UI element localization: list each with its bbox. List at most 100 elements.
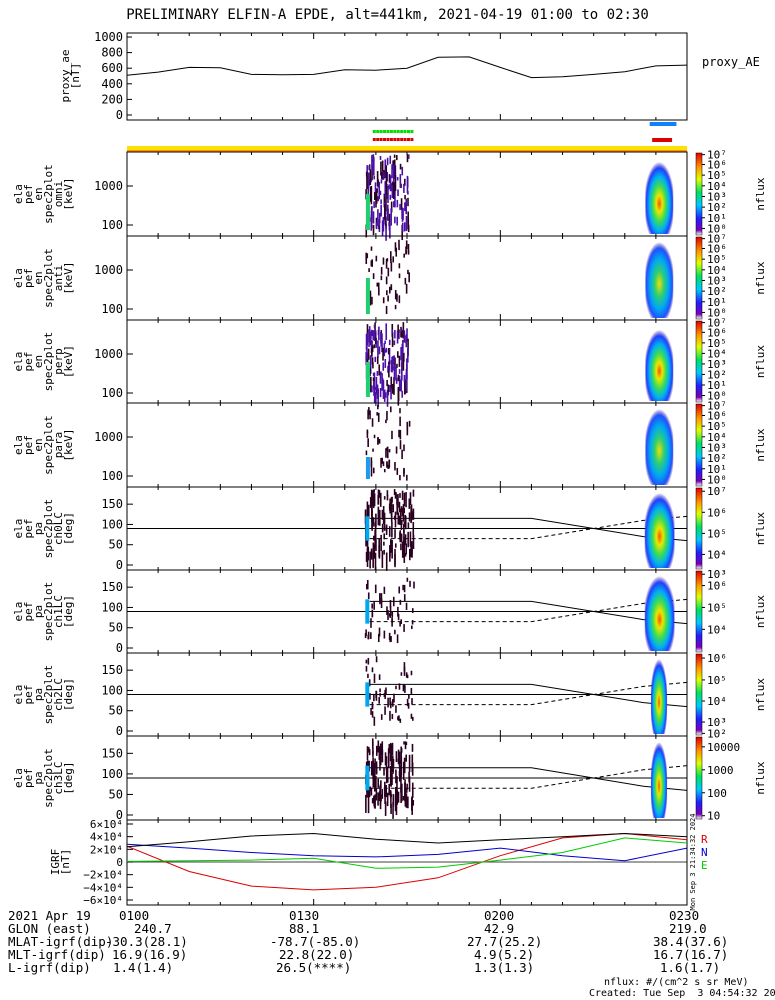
noise-mark — [385, 172, 388, 188]
noise-mark — [380, 593, 383, 603]
noise-mark — [375, 388, 378, 395]
noise-mark — [377, 778, 380, 788]
flag-green-dot — [379, 130, 383, 133]
spectral-panel-ylabel: [keV] — [62, 261, 75, 294]
noise-mark — [379, 492, 382, 507]
noise-mark — [403, 624, 405, 632]
noise-mark — [393, 377, 395, 395]
noise-mark — [406, 358, 408, 371]
noise-mark — [396, 330, 399, 344]
noise-mark — [407, 348, 409, 363]
noise-mark — [380, 780, 382, 789]
noise-mark — [390, 284, 393, 291]
noise-mark — [383, 193, 386, 208]
pa-panel-ylabel: spec2plot — [42, 665, 55, 725]
noise-mark — [381, 509, 384, 520]
igrf-r-line — [126, 832, 688, 891]
ephem-l: 1.3(1.3) — [474, 960, 535, 975]
noise-mark — [409, 531, 412, 547]
pa-panel-ylabel: spec2plot — [42, 748, 55, 808]
noise-mark — [401, 362, 403, 381]
igrf-frame — [126, 819, 688, 906]
noise-mark — [373, 544, 376, 559]
noise-mark — [393, 154, 396, 158]
noise-mark — [386, 157, 389, 166]
noise-mark — [389, 771, 392, 786]
noise-mark — [407, 796, 409, 809]
noise-mark — [383, 389, 386, 402]
y-tick-label: 0 — [116, 558, 123, 572]
igrf-legend: N — [701, 846, 708, 859]
noise-mark — [386, 494, 389, 501]
noise-mark — [372, 769, 375, 788]
noise-mark — [391, 611, 394, 618]
cbar-tick-label: 10⁵ — [707, 253, 727, 266]
ephem-mlt: 16.7(16.7) — [653, 947, 729, 962]
noise-mark — [400, 543, 402, 551]
noise-mark — [404, 686, 406, 693]
y-tick-label: 0 — [116, 808, 123, 822]
noise-mark — [397, 749, 400, 765]
noise-mark — [375, 691, 378, 701]
noise-mark — [367, 634, 370, 640]
noise-mark — [377, 388, 380, 407]
pa-panel-ylabel: ela — [12, 602, 25, 622]
noise-mark — [389, 225, 391, 239]
noise-mark — [365, 665, 368, 672]
noise-mark — [371, 612, 374, 618]
noise-mark — [396, 504, 398, 515]
noise-mark — [376, 282, 379, 287]
spectral-panel-ylabel: anti — [52, 265, 65, 292]
spectral-edge-feature — [365, 194, 370, 230]
noise-mark — [404, 178, 406, 186]
noise-mark — [406, 783, 408, 790]
noise-mark — [366, 549, 369, 558]
noise-mark — [384, 181, 387, 193]
noise-mark — [386, 490, 389, 497]
noise-mark — [383, 533, 386, 540]
noise-mark — [372, 741, 374, 746]
y-tick-label: 1000 — [94, 347, 123, 361]
noise-mark — [387, 697, 389, 708]
noise-mark — [403, 741, 405, 745]
noise-mark — [401, 343, 404, 360]
ephem-l: 1.4(1.4) — [113, 960, 174, 975]
noise-mark — [386, 389, 389, 407]
noise-mark — [404, 741, 407, 750]
noise-mark — [407, 338, 409, 357]
cbar-tick-label: 10⁷ — [707, 233, 727, 246]
ephem-time: 0130 — [289, 908, 320, 923]
noise-mark — [372, 448, 374, 452]
noise-mark — [399, 621, 401, 627]
cbar-tick-label: 10⁶ — [707, 158, 727, 171]
noise-mark — [375, 513, 377, 528]
noise-mark — [399, 174, 402, 188]
noise-mark — [380, 199, 382, 204]
y-tick-label: 400 — [101, 77, 123, 91]
noise-mark — [403, 548, 406, 563]
noise-mark — [383, 496, 386, 500]
noise-mark — [386, 606, 388, 615]
spectral-panel-ylabel: en — [32, 187, 45, 200]
cbar-tick-label: 10³ — [707, 441, 727, 454]
y-tick-label: 150 — [101, 580, 123, 594]
anti-loss-cone-line — [369, 515, 688, 540]
y-tick-label: 100 — [101, 600, 123, 614]
cbar-tick-label: 10³ — [707, 274, 727, 287]
noise-mark — [412, 534, 415, 549]
cbar-tick-label: 10³ — [707, 190, 727, 203]
noise-mark — [411, 625, 413, 630]
noise-mark — [396, 494, 398, 506]
noise-mark — [403, 183, 405, 193]
cbar-label: nflux — [754, 678, 767, 711]
noise-mark — [401, 166, 404, 176]
cbar-tick-label: 10 — [707, 810, 720, 823]
cbar-tick-label: 10⁰ — [707, 306, 727, 319]
noise-mark — [376, 371, 379, 376]
noise-mark — [410, 687, 413, 694]
pa-panel-ylabel: pa — [32, 605, 45, 618]
noise-mark — [373, 330, 376, 342]
noise-mark — [387, 384, 390, 393]
pa-panel-ylabel: [deg] — [62, 512, 75, 545]
noise-mark — [398, 355, 401, 367]
